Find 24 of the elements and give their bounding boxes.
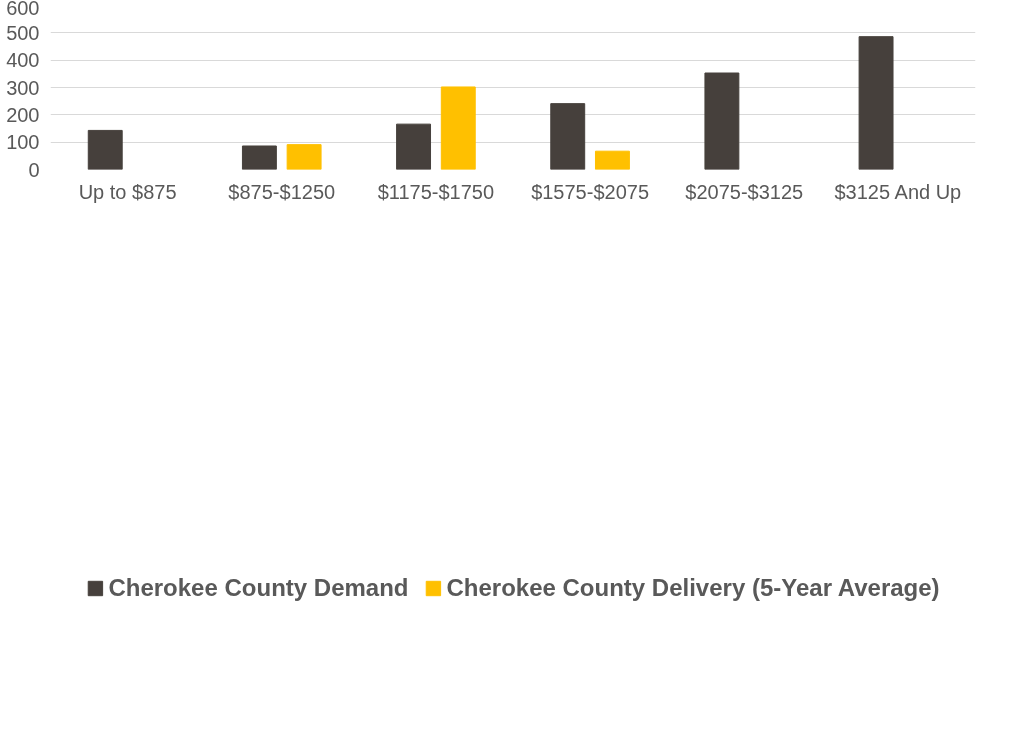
y-tick-label: 200 — [6, 103, 40, 126]
y-tick-label: 500 — [6, 21, 40, 44]
bar — [858, 36, 894, 170]
x-tick-label: $1175-$1750 — [377, 180, 495, 203]
bar — [440, 86, 476, 170]
bar — [396, 123, 432, 170]
x-tick-label: $875-$1250 — [228, 180, 336, 203]
x-tick-label: $3125 And Up — [834, 180, 962, 203]
y-tick-label: 0 — [28, 158, 40, 181]
x-tick-label: $1575-$2075 — [531, 180, 650, 203]
y-tick-label: 100 — [6, 131, 40, 154]
bar — [704, 72, 740, 170]
legend-label: Cherokee County Demand — [108, 574, 409, 602]
bar — [87, 129, 123, 170]
x-tick-label: Up to $875 — [78, 180, 177, 203]
x-tick-label: $2075-$3125 — [685, 180, 804, 203]
y-tick-label: 400 — [6, 49, 40, 72]
y-tick-label: 300 — [6, 76, 40, 99]
y-tick-label: 600 — [6, 0, 40, 19]
bar — [550, 103, 586, 170]
bar — [594, 150, 630, 170]
legend-label: Cherokee County Delivery (5-Year Average) — [446, 574, 940, 602]
bar — [241, 145, 277, 170]
bar — [286, 144, 322, 170]
